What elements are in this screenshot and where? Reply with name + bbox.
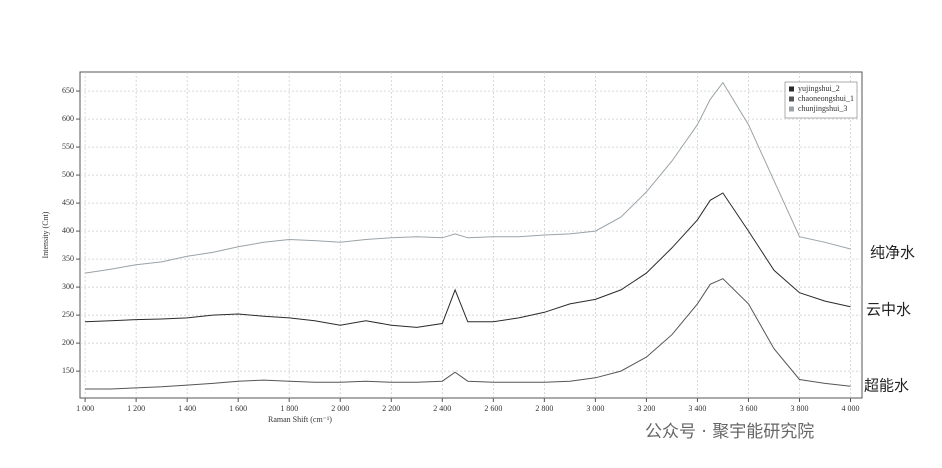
x-tick-label: 4 000 [842,404,860,413]
series-line [85,81,851,274]
plot-frame [79,71,863,399]
legend-label: chunjingshui_3 [798,104,847,113]
legend-label: yujingshui_2 [798,84,840,93]
x-tick-label: 1 400 [178,404,196,413]
x-tick-label: 1 600 [229,404,247,413]
legend-swatch [789,86,794,92]
y-tick-label: 300 [62,282,74,291]
x-tick-label: 3 000 [586,404,604,413]
x-tick-label: 3 800 [790,404,808,413]
y-tick-label: 150 [62,366,74,375]
watermark: 公众号 · 聚宇能研究院 [645,422,814,442]
x-tick-label: 2 400 [433,404,451,413]
annotation: 云中水 [866,301,911,319]
x-tick-label: 2 000 [331,404,349,413]
x-tick-label: 1 200 [127,404,145,413]
x-tick-label: 3 200 [637,404,655,413]
x-axis-label: Raman Shift (cm⁻¹) [268,415,332,424]
x-tick-label: 2 200 [382,404,400,413]
y-tick-label: 500 [62,170,74,179]
x-tick-label: 1 800 [280,404,298,413]
legend-label: chaoneongshui_1 [798,94,854,103]
y-tick-label: 650 [62,86,74,95]
legend-swatch [789,106,794,112]
y-tick-label: 450 [62,198,74,207]
y-tick-label: 600 [62,114,74,123]
x-tick-label: 2 800 [535,404,553,413]
x-tick-label: 2 600 [484,404,502,413]
annotation: 超能水 [864,377,909,395]
legend-swatch [789,96,794,102]
x-tick-label: 1 000 [76,404,94,413]
annotation: 纯净水 [870,244,915,262]
y-tick-label: 200 [62,338,74,347]
series-line [85,192,851,328]
legend-box [784,81,858,119]
x-tick-label: 3 600 [739,404,757,413]
series-line [85,278,851,390]
y-tick-label: 250 [62,310,74,319]
y-tick-label: 350 [62,254,74,263]
y-axis-label: Intensity (Cnt) [41,211,50,258]
y-tick-label: 550 [62,142,74,151]
x-tick-label: 3 400 [688,404,706,413]
y-tick-label: 400 [62,226,74,235]
